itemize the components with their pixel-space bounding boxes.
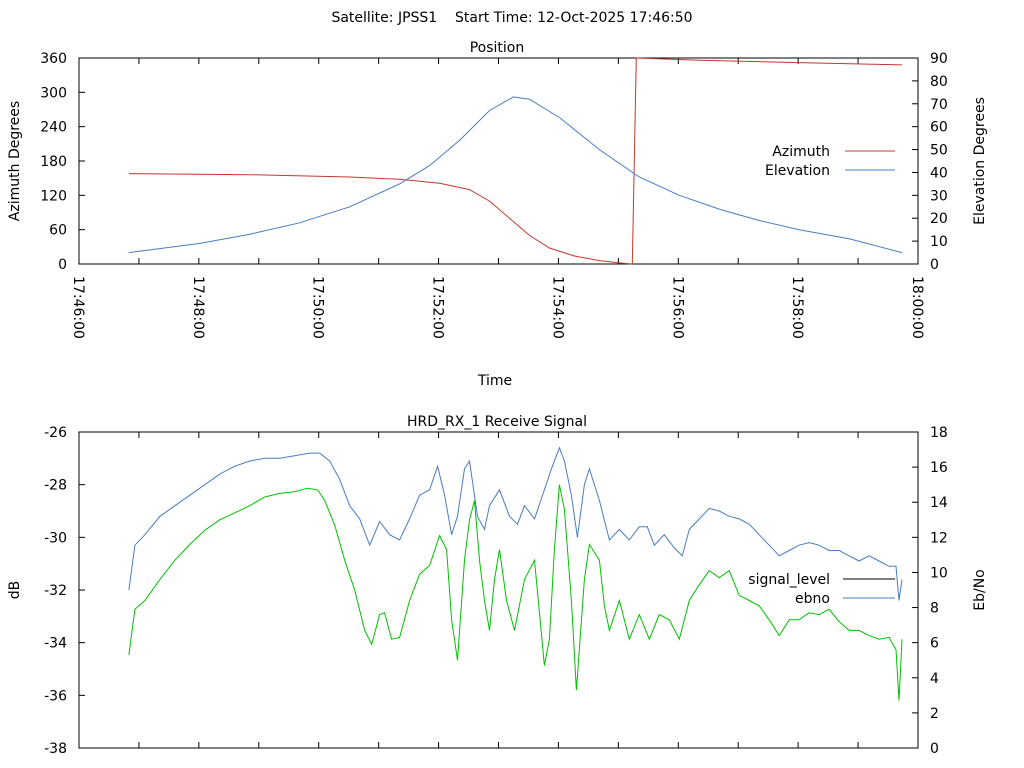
y2-tick-label: 20 [930, 211, 948, 227]
y2-tick-label: 70 [930, 97, 948, 113]
x-tick-label: 17:54:00 [549, 276, 565, 339]
y2-tick-label: 90 [930, 51, 948, 67]
db-axis-label: dB [7, 581, 23, 600]
time-axis-label: Time [477, 373, 512, 389]
y2-tick-label: 4 [930, 671, 939, 687]
x-tick-label: 18:00:00 [909, 276, 925, 339]
y2-tick-label: 10 [930, 565, 948, 581]
y-tick-label: -26 [44, 425, 67, 441]
figure-title: Satellite: JPSS1 Start Time: 12-Oct-2025… [331, 10, 692, 26]
y-tick-label: 0 [58, 257, 67, 273]
legend-elevation-label: Elevation [765, 163, 830, 179]
x-tick-label: 17:50:00 [310, 276, 326, 339]
series-line-elevation [128, 96, 903, 254]
x-tick-label: 17:56:00 [669, 276, 685, 339]
y2-tick-label: 16 [930, 460, 948, 476]
series-line-signal_level [128, 446, 903, 601]
series-line-ebno [128, 484, 903, 701]
y-tick-label: 360 [40, 51, 67, 67]
plot-frame [78, 57, 919, 265]
azimuth-axis-label: Azimuth Degrees [7, 101, 23, 221]
y2-tick-label: 60 [930, 120, 948, 136]
ebno-axis-label: Eb/No [972, 569, 988, 611]
y2-tick-label: 40 [930, 165, 948, 181]
y2-tick-label: 80 [930, 74, 948, 90]
y2-tick-label: 0 [930, 741, 939, 757]
y2-tick-label: 8 [930, 601, 939, 617]
y2-tick-label: 12 [930, 530, 948, 546]
y-tick-label: -34 [44, 636, 67, 652]
y-tick-label: 60 [49, 223, 67, 239]
y2-tick-label: 18 [930, 425, 948, 441]
series-line-azimuth [128, 57, 903, 265]
y-tick-label: 180 [40, 154, 67, 170]
position-plot: 0 60 120 180 240 300 360 0 10 20 30 40 50 60 70 80 90 17:… [40, 51, 948, 339]
elevation-axis-label: Elevation Degrees [972, 97, 988, 225]
x-tick-label: 17:58:00 [789, 276, 805, 339]
plot-frame [78, 431, 919, 749]
legend-azimuth-label: Azimuth [772, 144, 830, 160]
signal-plot: -38 -36 -34 -32 -30 -28 -26 0 2 4 6 8 10 12 14 16 18 [44, 425, 948, 757]
y2-tick-label: 6 [930, 636, 939, 652]
x-tick-label: 17:46:00 [70, 276, 86, 339]
signal-title: HRD_RX_1 Receive Signal [407, 414, 587, 430]
y-tick-label: -28 [44, 478, 67, 494]
legend-ebno-label: ebno [795, 591, 830, 607]
y2-tick-label: 0 [930, 257, 939, 273]
y-tick-label: 300 [40, 85, 67, 101]
y-tick-label: 120 [40, 188, 67, 204]
y2-tick-label: 30 [930, 188, 948, 204]
y2-tick-label: 50 [930, 143, 948, 159]
y-tick-label: -36 [44, 688, 67, 704]
y-tick-label: -32 [44, 583, 67, 599]
y2-tick-label: 2 [930, 706, 939, 722]
position-title: Position [470, 40, 525, 56]
y-tick-label: 240 [40, 120, 67, 136]
x-tick-label: 17:52:00 [430, 276, 446, 339]
legend-signal-level-label: signal_level [748, 572, 830, 588]
y2-tick-label: 14 [930, 495, 948, 511]
y-tick-label: -30 [44, 530, 67, 546]
y-tick-label: -38 [44, 741, 67, 757]
x-tick-label: 17:48:00 [190, 276, 206, 339]
y2-tick-label: 10 [930, 234, 948, 250]
